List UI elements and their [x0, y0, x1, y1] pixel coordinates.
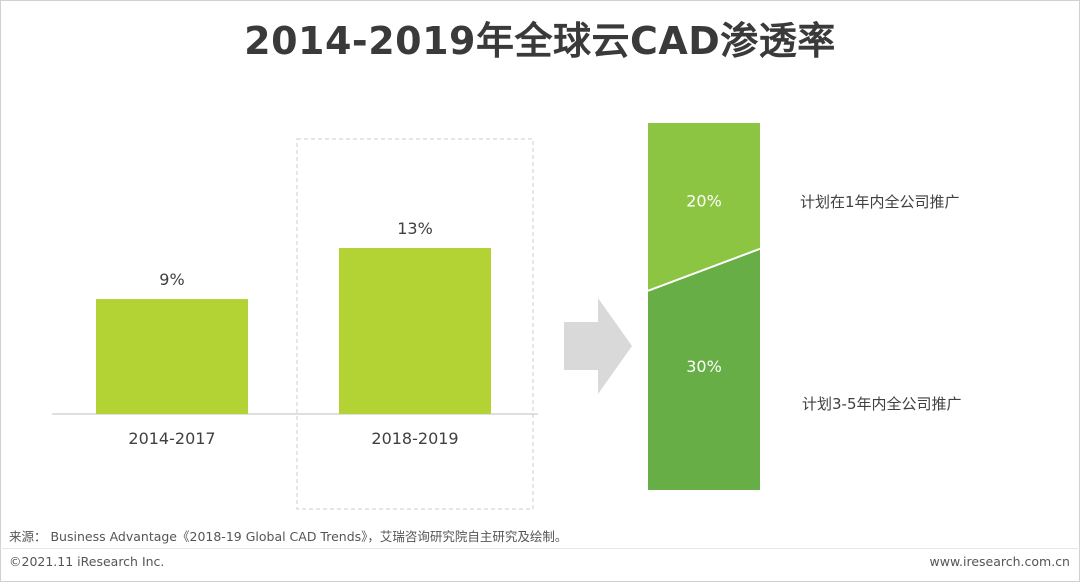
stacked-segment-1-year	[648, 123, 760, 291]
annotation-1-year: 计划在1年内全公司推广	[800, 193, 960, 211]
segment-value-label: 30%	[686, 357, 722, 376]
arrow-right-icon	[564, 298, 632, 394]
segment-value-label: 20%	[686, 191, 722, 210]
source-note: 来源： Business Advantage《2018-19 Global CA…	[9, 529, 568, 544]
x-tick-label: 2018-2019	[371, 429, 458, 448]
bar-2014-2017	[96, 299, 248, 414]
website-link[interactable]: www.iresearch.com.cn	[929, 554, 1071, 569]
chart-title: 2014-2019年全球云CAD渗透率	[244, 19, 836, 63]
stacked-segment-3-5-year	[648, 248, 760, 490]
segment-divider	[647, 247, 761, 292]
bar-value-label: 13%	[397, 219, 433, 238]
annotation-3-5-year: 计划3-5年内全公司推广	[802, 395, 962, 413]
bar-2018-2019	[339, 248, 491, 414]
x-tick-label: 2014-2017	[128, 429, 215, 448]
footer-divider	[0, 548, 1080, 549]
bar-value-label: 9%	[159, 270, 184, 289]
highlight-box	[296, 138, 534, 510]
copyright-text: ©2021.11 iResearch Inc.	[9, 554, 165, 569]
